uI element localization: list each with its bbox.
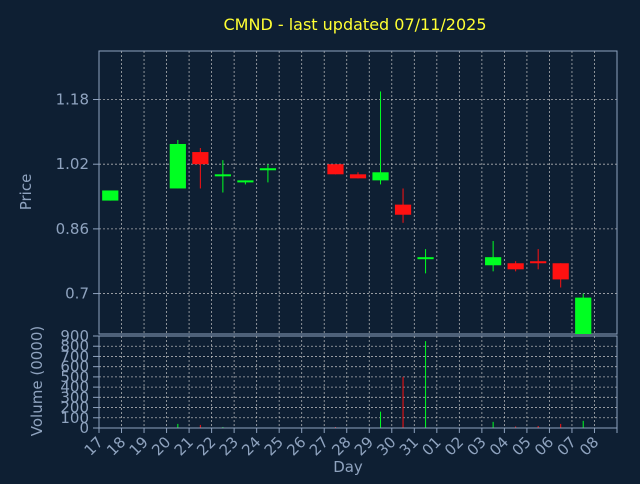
candle-body — [214, 174, 231, 177]
candle-body — [417, 257, 434, 260]
price-axis-label: Price — [17, 174, 35, 211]
volume-tick-label: 600 — [60, 358, 89, 376]
volume-tick-label: 800 — [60, 337, 89, 355]
price-tick-label: 0.86 — [56, 220, 89, 238]
price-tick-label: 0.7 — [65, 285, 89, 303]
volume-frame — [98, 335, 618, 429]
candle-body — [237, 180, 254, 183]
volume-tick-label: 300 — [60, 388, 89, 406]
candle-body — [507, 263, 524, 270]
price-tick-label: 1.02 — [56, 155, 89, 173]
volume-tick-label: 400 — [60, 378, 89, 396]
candle-body — [530, 261, 547, 264]
volume-panel: 0100200300400500600700800900171819202122… — [60, 327, 618, 459]
volume-tick-label: 200 — [60, 399, 89, 417]
x-axis-label: Day — [333, 458, 363, 476]
price-panel: 0.7 0.86 1.02 1.18 — [56, 50, 618, 335]
candle-body — [259, 168, 277, 171]
candle-body — [192, 152, 209, 165]
x-tick-label: 08 — [576, 433, 602, 459]
volume-tick-label: 500 — [60, 368, 89, 386]
candle-body — [327, 164, 344, 175]
candle-body — [394, 204, 412, 215]
volume-tick-label: 0 — [79, 419, 89, 437]
price-frame — [98, 50, 618, 335]
volume-tick-label: 700 — [60, 347, 89, 365]
candle-body — [169, 143, 186, 189]
candle-body — [102, 190, 119, 201]
candle-body — [575, 297, 592, 334]
volume-axis-label: Volume (0000) — [28, 326, 46, 436]
volume-tick-label: 900 — [60, 327, 89, 345]
candle-body — [372, 172, 389, 181]
volume-tick-label: 100 — [60, 409, 89, 427]
price-tick-label: 1.18 — [56, 91, 89, 109]
candle-body — [552, 263, 569, 280]
candle-body — [485, 257, 502, 266]
candle-body — [349, 174, 367, 179]
chart-title: CMND - last updated 07/11/2025 — [224, 15, 487, 34]
